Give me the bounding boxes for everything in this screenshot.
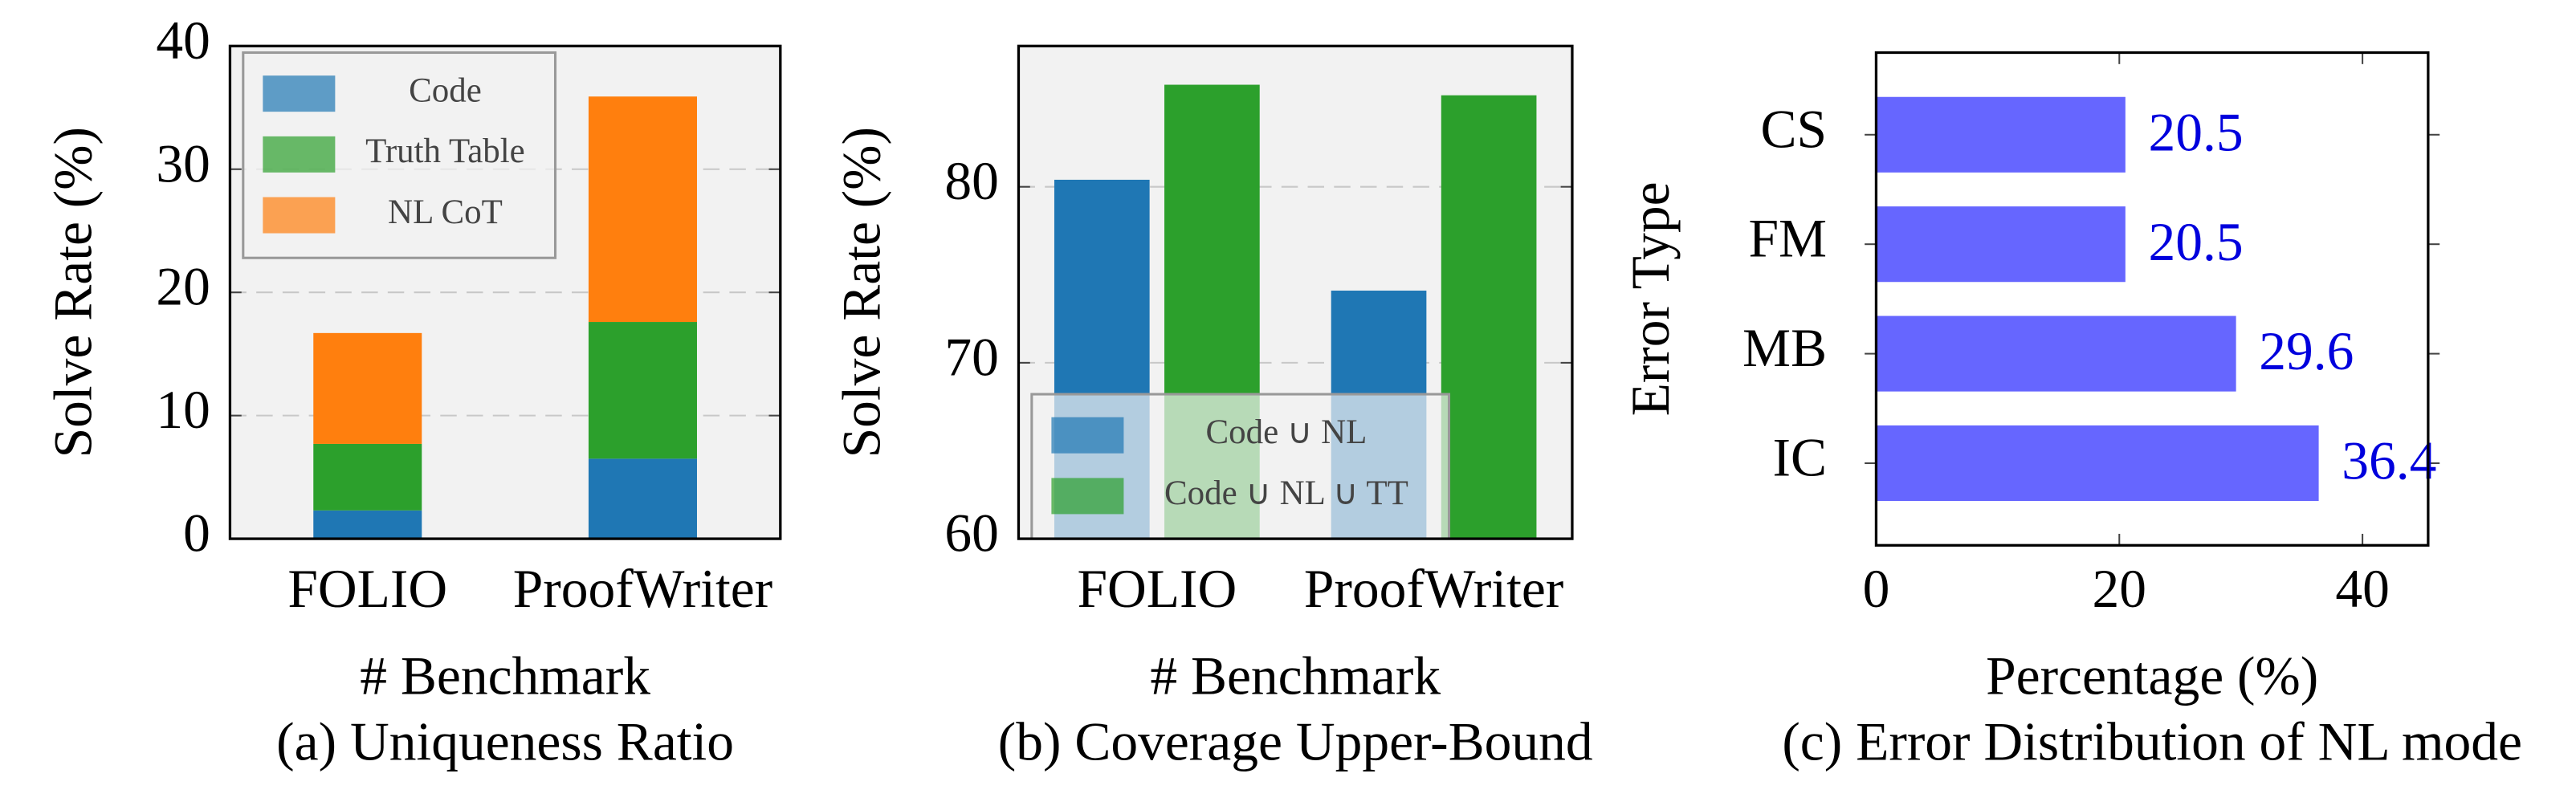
caption: (b) Coverage Upper-Bound <box>998 711 1593 771</box>
value-label: 20.5 <box>2148 212 2243 272</box>
bar-segment <box>588 458 697 539</box>
y-tick-label: 40 <box>156 10 210 71</box>
bar <box>1441 95 1537 539</box>
x-tick-label: FOLIO <box>287 559 447 619</box>
plot-frame <box>1874 51 2430 547</box>
y-tick-label: 10 <box>156 380 210 440</box>
bar-segment <box>313 332 422 444</box>
bar-segment <box>588 322 697 459</box>
y-axis-label: Error Type <box>1620 181 1681 416</box>
bar <box>1876 206 2126 283</box>
caption: (c) Error Distribution of NL mode <box>1782 711 2522 771</box>
y-tick-label: 0 <box>183 503 210 564</box>
bar <box>1876 425 2319 502</box>
legend-label: Truth Table <box>365 132 525 170</box>
value-label: 20.5 <box>2148 102 2243 162</box>
y-axis-label: Solve Rate (%) <box>832 127 892 458</box>
legend-swatch <box>1051 417 1124 454</box>
value-label: 29.6 <box>2259 321 2354 381</box>
y-tick-label: IC <box>1773 427 1828 487</box>
caption: (a) Uniqueness Ratio <box>276 711 734 771</box>
x-tick-label: 20 <box>2093 559 2147 619</box>
legend-label: NL CoT <box>388 193 503 231</box>
bar <box>1876 315 2236 392</box>
value-label: 36.4 <box>2342 431 2436 491</box>
y-tick-label: CS <box>1760 99 1827 159</box>
y-tick-label: 60 <box>944 503 998 564</box>
y-tick-label: 20 <box>156 257 210 317</box>
bar-segment <box>588 96 697 323</box>
bar-segment <box>313 443 422 511</box>
legend-swatch <box>263 197 336 234</box>
x-tick-label: ProofWriter <box>513 559 772 619</box>
x-tick-label: 0 <box>1863 559 1890 619</box>
y-axis-label: Solve Rate (%) <box>43 127 104 458</box>
legend-label: Code ∪ NL ∪ TT <box>1164 474 1408 512</box>
y-tick-label: FM <box>1748 209 1827 269</box>
y-tick-label: MB <box>1742 318 1827 378</box>
y-tick-label: 80 <box>944 151 998 211</box>
legend-label: Code <box>409 72 482 110</box>
plot-frame <box>1017 44 1574 540</box>
legend-swatch <box>1051 478 1124 515</box>
x-axis-label: Percentage (%) <box>1986 646 2318 706</box>
bar <box>1876 96 2126 173</box>
legend-swatch <box>263 136 336 173</box>
x-tick-label: FOLIO <box>1077 559 1237 619</box>
x-axis-label: # Benchmark <box>1150 646 1441 706</box>
x-tick-label: ProofWriter <box>1304 559 1563 619</box>
bar-segment <box>313 510 422 539</box>
y-tick-label: 70 <box>944 327 998 387</box>
legend-label: Code ∪ NL <box>1206 413 1367 451</box>
y-tick-label: 30 <box>156 133 210 193</box>
x-axis-label: # Benchmark <box>360 646 650 706</box>
plot-frame <box>228 44 782 540</box>
legend-swatch <box>263 75 336 112</box>
x-tick-label: 40 <box>2335 559 2390 619</box>
